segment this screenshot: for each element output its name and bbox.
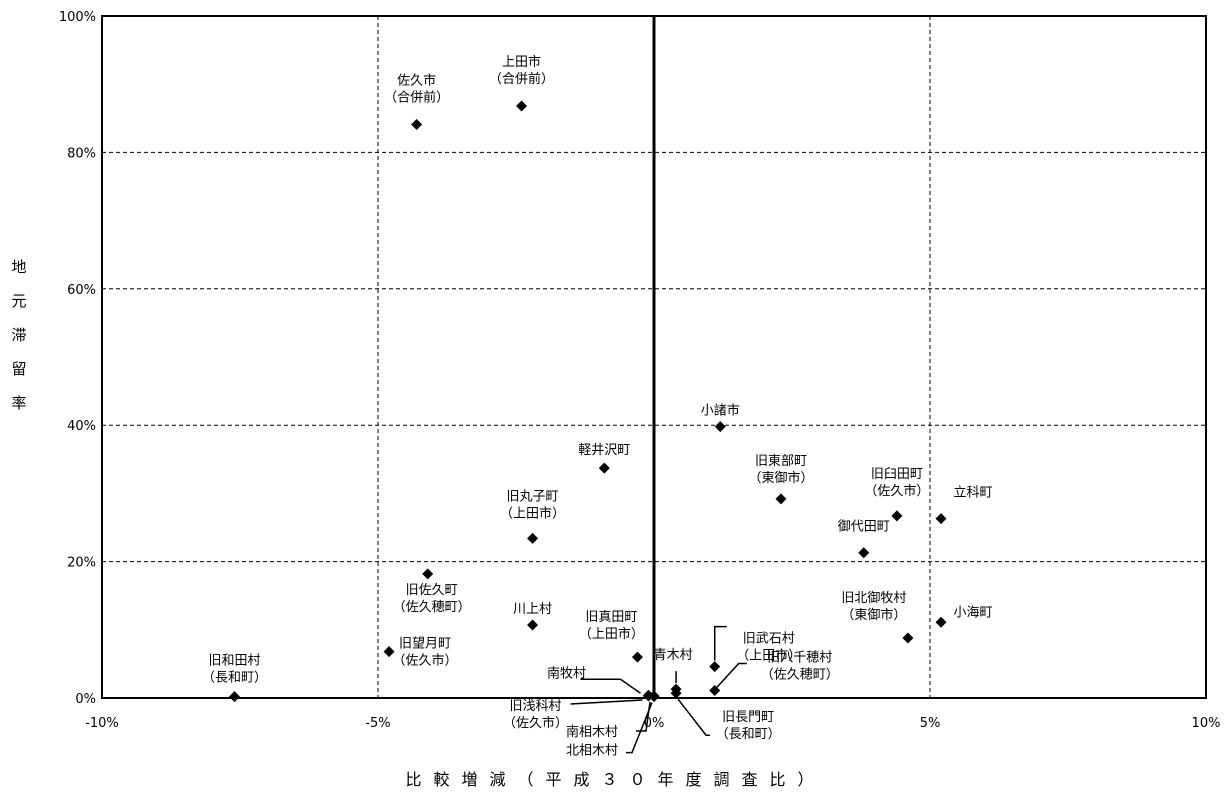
point-label: 旧臼田町 xyxy=(871,467,923,482)
data-point xyxy=(422,568,434,580)
point-label: 青木村 xyxy=(654,648,693,663)
x-tick-label: 5% xyxy=(920,716,941,731)
point-label: 旧東部町 xyxy=(755,453,807,469)
x-axis-label: 比較増減（平成３０年度調査比） xyxy=(405,770,826,789)
point-label: 旧和田村 xyxy=(208,654,260,669)
data-point xyxy=(411,118,423,130)
data-point xyxy=(709,661,721,673)
point-label: 南牧村 xyxy=(547,665,586,681)
plot-frame xyxy=(101,15,1207,699)
point-label: 川上村 xyxy=(513,602,552,617)
data-point xyxy=(902,632,914,644)
point-label: （長和町） xyxy=(716,727,781,742)
x-tick-label: 10% xyxy=(1192,716,1221,731)
data-point xyxy=(935,616,947,628)
point-label: （長和町） xyxy=(202,671,267,686)
leader-line xyxy=(626,702,653,754)
leader-line xyxy=(716,662,747,689)
point-label: （佐久市） xyxy=(393,653,458,669)
point-label: （佐久市） xyxy=(864,483,929,499)
point-label: 軽井沢町 xyxy=(578,443,630,458)
point-label: （佐久穂町） xyxy=(761,667,839,682)
leader-line xyxy=(580,678,641,694)
y-tick-label: 100% xyxy=(59,10,96,25)
data-points xyxy=(228,100,947,703)
data-point xyxy=(709,684,721,696)
point-label: 旧長門町 xyxy=(722,710,774,725)
data-point xyxy=(527,532,539,544)
data-point xyxy=(228,691,240,703)
point-label: 旧八千穂村 xyxy=(767,650,832,665)
x-tick-label: -10% xyxy=(85,716,119,731)
point-label: 北相木村 xyxy=(566,744,618,759)
point-label: 旧武石村 xyxy=(743,632,795,647)
y-tick-label: 0% xyxy=(75,692,96,707)
data-point xyxy=(714,421,726,433)
point-label: 上田市 xyxy=(502,54,541,70)
point-label: 旧真田町 xyxy=(585,610,637,625)
point-label: 御代田町 xyxy=(838,520,890,535)
data-point xyxy=(598,462,610,474)
y-tick-label: 80% xyxy=(67,146,96,161)
y-tick-label: 40% xyxy=(67,419,96,434)
data-point xyxy=(648,691,660,703)
point-label: （上田市） xyxy=(500,505,565,521)
data-point xyxy=(775,493,787,505)
point-label: 旧北御牧村 xyxy=(841,591,906,606)
data-point xyxy=(858,547,870,559)
point-label: 立科町 xyxy=(954,486,993,501)
data-point xyxy=(935,513,947,525)
y-tick-label: 60% xyxy=(67,283,96,298)
point-label: （東御市） xyxy=(748,470,813,486)
point-label: （東御市） xyxy=(841,607,906,623)
leader-line xyxy=(570,699,643,705)
point-label: （上田市） xyxy=(736,648,801,664)
leader-line xyxy=(677,698,711,736)
point-label: 佐久市 xyxy=(397,72,436,88)
data-point xyxy=(670,687,682,699)
data-point xyxy=(383,646,395,658)
point-label: 南相木村 xyxy=(566,724,618,740)
y-tick-label: 20% xyxy=(67,556,96,571)
y-axis-label: 地元滞留率 xyxy=(11,258,27,412)
x-tick-label: 0% xyxy=(644,716,665,731)
point-label: （佐久市） xyxy=(503,715,568,731)
tick-labels: -10% -5% 0% 5% 10% 0% 20% 40% 60% 80% 100% xyxy=(59,10,1221,731)
point-label: 旧丸子町 xyxy=(507,489,559,504)
data-point xyxy=(527,619,539,631)
point-label: 小諸市 xyxy=(701,403,740,419)
leader-line xyxy=(713,625,727,661)
data-point xyxy=(631,651,643,663)
x-tick-label: -5% xyxy=(365,716,390,731)
point-label: （佐久穂町） xyxy=(393,600,471,615)
data-point xyxy=(516,100,528,112)
point-label: 旧望月町 xyxy=(399,636,451,652)
grid-lines xyxy=(102,16,1206,698)
point-label: （合併前） xyxy=(489,71,554,87)
point-label: 旧佐久町 xyxy=(406,583,458,598)
point-label: （合併前） xyxy=(384,89,449,105)
point-label: 小海町 xyxy=(954,605,993,620)
leader-lines xyxy=(570,625,747,754)
point-label: 旧浅科村 xyxy=(509,699,561,714)
point-label: （上田市） xyxy=(579,626,644,642)
data-point xyxy=(891,510,903,522)
